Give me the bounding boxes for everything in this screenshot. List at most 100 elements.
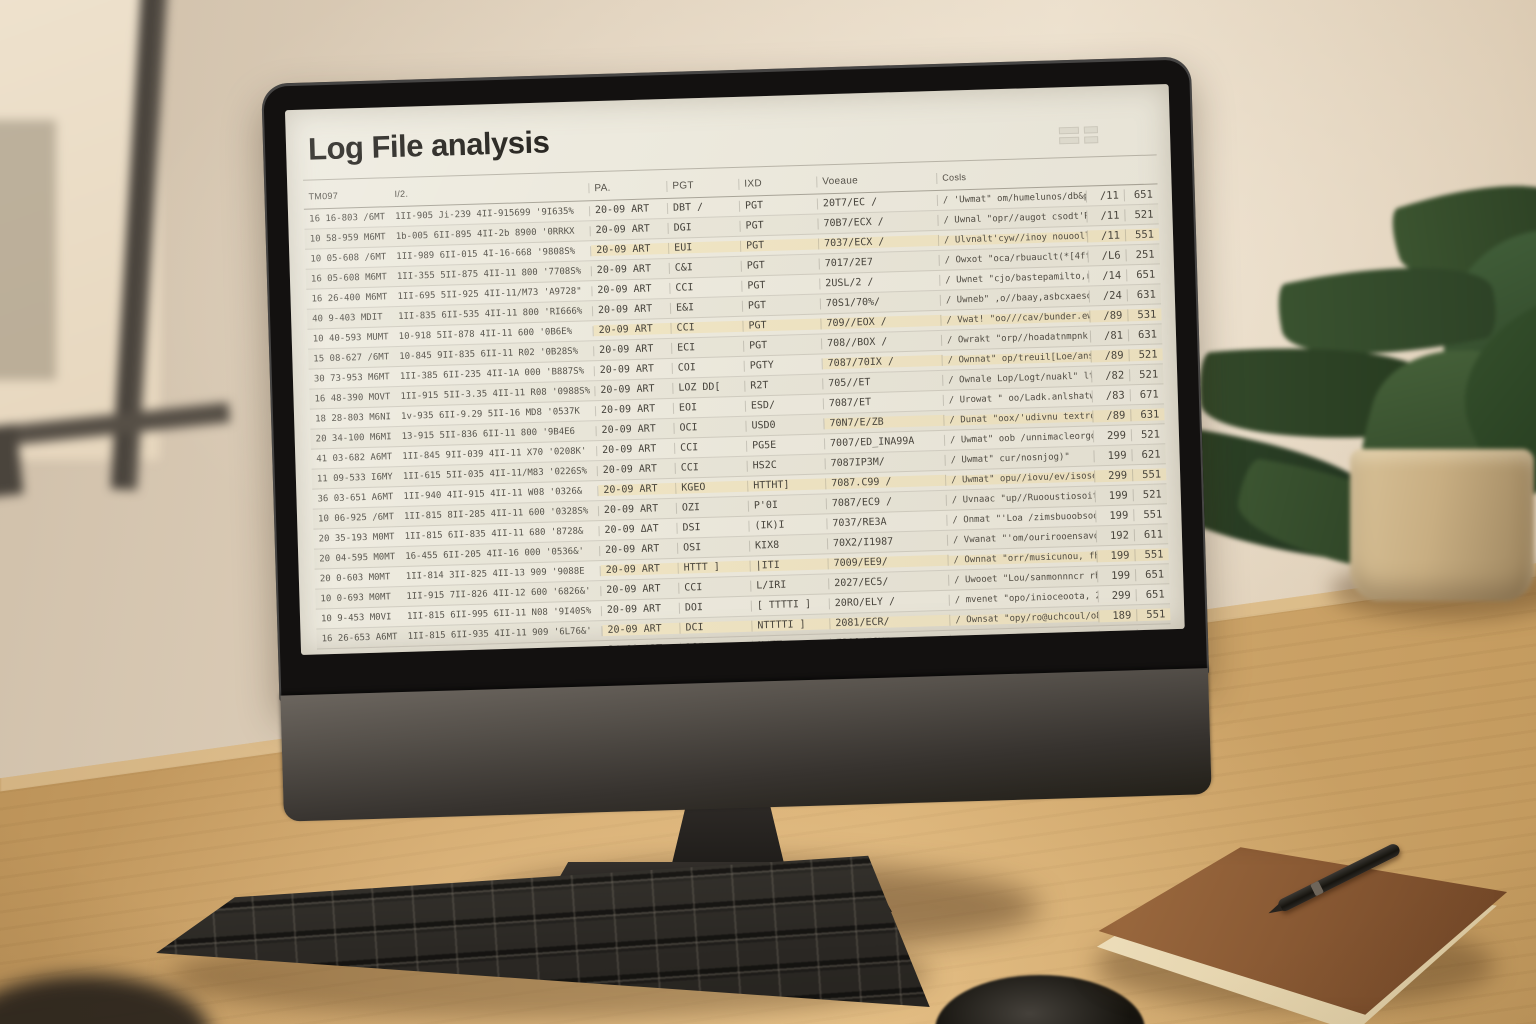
cell-ixd: (IK)I bbox=[749, 518, 828, 532]
cell-pa: 20-09 ART bbox=[598, 482, 677, 497]
cell-n1: 199 bbox=[1095, 508, 1134, 522]
cell-ixd: PGT bbox=[742, 278, 821, 292]
cell-n2: 651 bbox=[1123, 187, 1159, 201]
col-header-io[interactable]: I/2. bbox=[389, 183, 590, 200]
cell-n1: 199 bbox=[1093, 448, 1132, 462]
cell-ts: 15 08-627 /6MT bbox=[313, 351, 390, 365]
cell-ixd: PGT bbox=[742, 298, 822, 312]
cell-n2: 551 bbox=[1124, 227, 1160, 241]
cell-pa: 20-09 ART bbox=[600, 562, 679, 577]
cell-io: 1b-005 6II-895 4II-2b 8900 '0RRKX bbox=[390, 225, 591, 242]
cell-voe: 7087/EC9 / bbox=[826, 494, 947, 510]
plant bbox=[1139, 155, 1536, 635]
cell-pgt: HTTT ] bbox=[678, 560, 751, 574]
cell-path: / Ulvnalt'cyw//inoy nouooll upoo " bbox=[938, 231, 1088, 246]
cell-n2: 621 bbox=[1131, 447, 1166, 461]
monitor-chin bbox=[280, 668, 1212, 822]
cell-voe: 70N7/E/ZB bbox=[824, 414, 945, 430]
cell-path: / Uwnal "opr//augot csodt'Rndt" bbox=[943, 211, 1087, 226]
cell-n1: /11 bbox=[1086, 228, 1126, 243]
cell-n2: 551 bbox=[1131, 467, 1167, 481]
cell-ixd: NTTTTI ] bbox=[752, 618, 831, 632]
cell-path: / Onmat "'Loa /zimsbuoobsoor/" bbox=[952, 510, 1096, 526]
cell-io: 16-455 6II-205 4II-16 000 '0536&' bbox=[400, 545, 601, 562]
col-header-voe[interactable]: Voeaue bbox=[817, 172, 938, 188]
cell-pgt: EOI bbox=[673, 400, 747, 414]
col-header-pa[interactable]: PA. bbox=[589, 180, 668, 194]
col-header-n1 bbox=[1085, 172, 1124, 174]
cell-voe: 708//BOX / bbox=[821, 334, 943, 350]
col-header-ixd[interactable]: IXD bbox=[739, 176, 818, 190]
cell-path: / Uvnaac "up//Ruooustiosoit aaoei bbox=[951, 490, 1095, 506]
cell-ts: 16 48-390 MOVT bbox=[314, 391, 391, 405]
col-header-pgt[interactable]: PGT bbox=[667, 178, 740, 192]
cell-n1: 199 bbox=[1096, 548, 1135, 562]
cell-n1: /82 bbox=[1091, 368, 1130, 382]
cell-n1: 199 bbox=[1094, 488, 1133, 502]
cell-io: 1II-835 6II-535 4II-11 800 'RI666% bbox=[392, 305, 594, 322]
cell-pa: 20-09 ART bbox=[597, 442, 676, 457]
cell-ts: 16 26-400 M6MT bbox=[311, 291, 388, 305]
cell-pgt: CCI bbox=[671, 320, 744, 334]
cell-ts: 16 26-653 A6MT bbox=[321, 631, 398, 644]
cell-io: 1II-915 7II-826 4II-12 600 '6826&' bbox=[401, 585, 602, 602]
cell-io: 1II-940 4II-915 4II-11 W08 '0326& bbox=[398, 485, 599, 502]
cell-ixd: PGT bbox=[743, 318, 822, 332]
cell-pa: 20-09 ART bbox=[595, 402, 675, 417]
cell-n2: 521 bbox=[1132, 487, 1167, 501]
window-building-silhouette bbox=[0, 120, 56, 380]
cell-ts: 10 0-693 M0MT bbox=[320, 591, 392, 604]
cell-path: / Ownsat "opy/ro@uchcoul/o8tw" bbox=[950, 610, 1099, 626]
cell-pa: 20-09 ΔAT bbox=[599, 522, 678, 537]
cell-pa: 20-09 ART bbox=[601, 602, 681, 617]
window bbox=[0, 0, 310, 520]
cell-ts: 41 03-682 A6MT bbox=[316, 451, 393, 464]
cell-n1: /11 bbox=[1086, 208, 1125, 223]
cell-path: / Dunat "oox/'udivnu textromou, son" bbox=[944, 410, 1093, 426]
cell-ts: 16 16-803 /6MT bbox=[309, 211, 386, 225]
cell-ixd: [ TTTTI ] bbox=[751, 598, 831, 612]
cell-ts: 16 05-608 M6MT bbox=[310, 271, 387, 285]
cell-n2: 651 bbox=[1126, 267, 1161, 281]
cell-ixd: HS2C bbox=[747, 458, 826, 472]
log-analysis-app: Log File analysis TM097 I/2. PA. PGT IXD… bbox=[301, 98, 1172, 656]
cell-ts: 10 9-453 M0VI bbox=[320, 611, 392, 624]
cell-voe: 20RO/ELY / bbox=[829, 594, 950, 610]
cell-ts: 30 73-953 M6MT bbox=[313, 371, 390, 385]
cell-ixd: ESD/ bbox=[745, 398, 825, 412]
cell-pgt: CCI bbox=[675, 460, 748, 474]
cell-pgt: COI bbox=[672, 360, 745, 374]
cell-n1: /14 bbox=[1088, 268, 1127, 283]
cell-path: / Uwmat" opu//iovu/ev/isosetjen siver" bbox=[946, 470, 1095, 486]
cell-pa: 20-09 ART bbox=[589, 202, 669, 217]
cell-n1: /83 bbox=[1091, 388, 1130, 402]
cell-io: 1II-695 5II-925 4II-11/M73 'A9728" bbox=[392, 285, 593, 302]
cell-ts: 18 28-803 M6NI bbox=[314, 411, 392, 425]
cell-pa: 20-09 ART bbox=[595, 382, 674, 397]
cell-n1: 299 bbox=[1097, 588, 1136, 602]
cell-ixd: HTTHT] bbox=[748, 478, 827, 492]
cell-io: 10-918 5II-878 4II-11 600 '0B6E% bbox=[393, 325, 594, 342]
cell-voe: 7087/ET bbox=[823, 394, 945, 410]
cell-path: / Uwnet "cjo/bastepamilto,r" bbox=[945, 271, 1089, 286]
col-header-cost[interactable]: Cosls bbox=[942, 172, 967, 183]
cell-voe: 70X2/I1987 bbox=[827, 534, 949, 550]
cell-io: 1II-814 3II-825 4II-13 909 '9088E bbox=[400, 565, 601, 582]
col-header-n2 bbox=[1123, 171, 1158, 173]
cell-voe: 2027/EC5/ bbox=[829, 574, 950, 590]
cell-voe: 70B7/ECX / bbox=[818, 214, 939, 230]
cell-pa: 20-09 ART bbox=[594, 362, 673, 377]
cell-io: 1II-385 6II-235 4II-1A 000 'B887S% bbox=[394, 365, 595, 382]
cell-pa: 20-09 ART bbox=[590, 222, 669, 237]
col-header-ts[interactable]: TM097 bbox=[308, 190, 339, 202]
cell-ixd: R2T bbox=[745, 378, 824, 392]
cell-ts: 20 0-603 M0MT bbox=[319, 571, 391, 584]
cell-pgt: DCI bbox=[680, 620, 753, 634]
cell-pgt: OCI bbox=[674, 420, 747, 434]
cell-path: / Vwat! "oo///cav/bunder.eweul/lnabr" bbox=[941, 310, 1090, 326]
cell-ts: 36 03-651 A6MT bbox=[317, 491, 394, 504]
cell-n2: 611 bbox=[1133, 527, 1169, 541]
cell-pgt: LOZ DD[ bbox=[673, 380, 746, 394]
cell-n2: 651 bbox=[1135, 587, 1170, 601]
